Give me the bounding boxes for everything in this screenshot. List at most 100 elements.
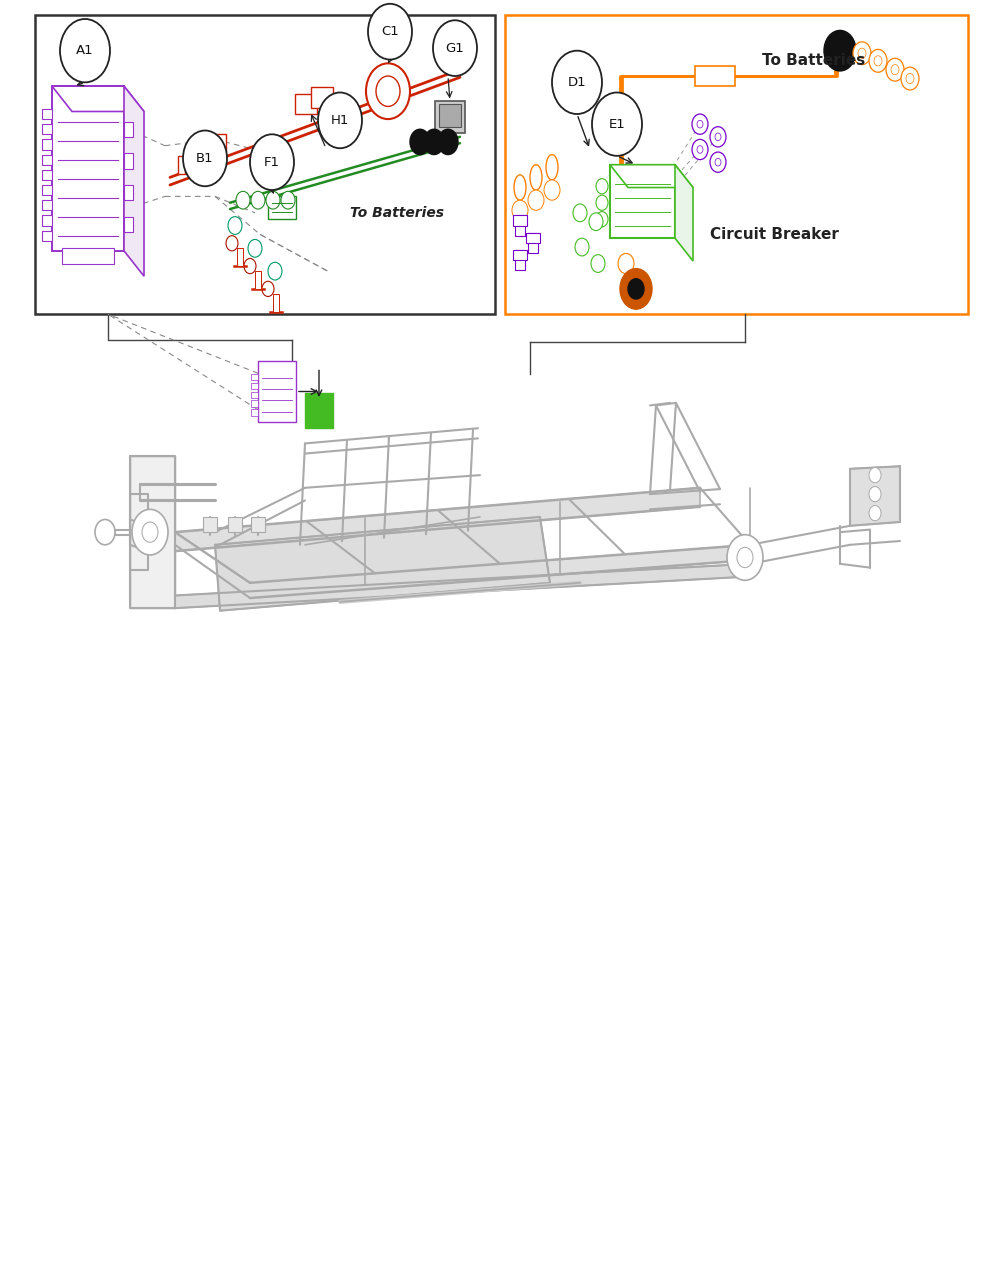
Polygon shape (850, 466, 900, 526)
Bar (251, 383, 258, 389)
Bar (305, 393, 333, 428)
Bar (515, 250, 525, 270)
Circle shape (424, 129, 444, 155)
Circle shape (228, 217, 242, 234)
Polygon shape (610, 165, 693, 188)
Bar (62, 248, 114, 264)
Circle shape (552, 51, 602, 114)
Circle shape (410, 129, 430, 155)
Circle shape (573, 204, 587, 222)
Circle shape (596, 195, 608, 210)
Bar (124, 185, 133, 200)
Circle shape (60, 19, 110, 82)
Circle shape (368, 4, 412, 60)
Bar (42, 170, 52, 180)
Bar (435, 101, 465, 133)
Circle shape (366, 63, 410, 119)
Circle shape (710, 127, 726, 147)
Bar (42, 109, 52, 119)
Polygon shape (52, 86, 144, 111)
Circle shape (869, 49, 887, 72)
Text: A1: A1 (76, 44, 94, 57)
Bar (610, 165, 675, 238)
Bar (311, 87, 333, 108)
Bar (124, 122, 133, 137)
Circle shape (376, 76, 400, 106)
Circle shape (266, 191, 280, 209)
Circle shape (251, 191, 265, 209)
Bar (295, 94, 317, 114)
Polygon shape (675, 165, 693, 261)
Bar (251, 392, 258, 398)
Circle shape (620, 269, 652, 309)
Circle shape (737, 547, 753, 568)
Circle shape (710, 152, 726, 172)
Circle shape (318, 92, 362, 148)
Bar (42, 185, 52, 195)
Bar (251, 409, 258, 416)
Circle shape (544, 180, 560, 200)
Circle shape (886, 58, 904, 81)
Ellipse shape (530, 165, 542, 190)
Circle shape (248, 239, 262, 257)
Circle shape (858, 48, 866, 58)
Bar (273, 294, 279, 312)
Bar (515, 215, 525, 236)
Circle shape (596, 212, 608, 227)
Bar (200, 134, 212, 152)
Bar (251, 517, 265, 532)
Circle shape (236, 191, 250, 209)
Bar (526, 233, 540, 243)
Circle shape (528, 190, 544, 210)
Circle shape (692, 114, 708, 134)
Bar (505, 15, 968, 314)
Circle shape (589, 213, 603, 231)
Bar (124, 153, 133, 169)
Circle shape (869, 506, 881, 521)
Bar (42, 231, 52, 241)
Circle shape (869, 468, 881, 483)
Bar (42, 124, 52, 134)
Circle shape (592, 92, 642, 156)
Text: D1: D1 (568, 76, 586, 89)
Circle shape (250, 134, 294, 190)
Circle shape (268, 262, 282, 280)
Bar (228, 517, 242, 532)
Circle shape (183, 131, 227, 186)
Text: G1: G1 (446, 42, 464, 54)
Ellipse shape (514, 175, 526, 200)
Circle shape (874, 56, 882, 66)
Bar (203, 517, 217, 532)
Circle shape (438, 129, 458, 155)
Circle shape (891, 65, 899, 75)
Text: E1: E1 (609, 118, 625, 131)
Ellipse shape (546, 155, 558, 180)
Bar (42, 139, 52, 150)
Circle shape (824, 30, 856, 71)
Circle shape (697, 120, 703, 128)
Bar (237, 248, 243, 266)
Circle shape (95, 519, 115, 545)
Text: Circuit Breaker: Circuit Breaker (710, 227, 839, 242)
Circle shape (697, 146, 703, 153)
Circle shape (727, 535, 763, 580)
Circle shape (281, 191, 295, 209)
Circle shape (433, 20, 477, 76)
Circle shape (575, 238, 589, 256)
Bar (214, 134, 226, 152)
Circle shape (869, 487, 881, 502)
Circle shape (906, 73, 914, 84)
Bar (439, 104, 461, 127)
Bar (528, 233, 538, 253)
Circle shape (226, 236, 238, 251)
Bar (42, 155, 52, 165)
Polygon shape (175, 488, 700, 551)
Bar (42, 215, 52, 226)
Text: C1: C1 (381, 25, 399, 38)
Text: F1: F1 (264, 156, 280, 169)
Bar (258, 361, 296, 422)
Bar (268, 196, 296, 219)
Circle shape (596, 179, 608, 194)
Circle shape (715, 133, 721, 141)
Bar (178, 156, 185, 174)
